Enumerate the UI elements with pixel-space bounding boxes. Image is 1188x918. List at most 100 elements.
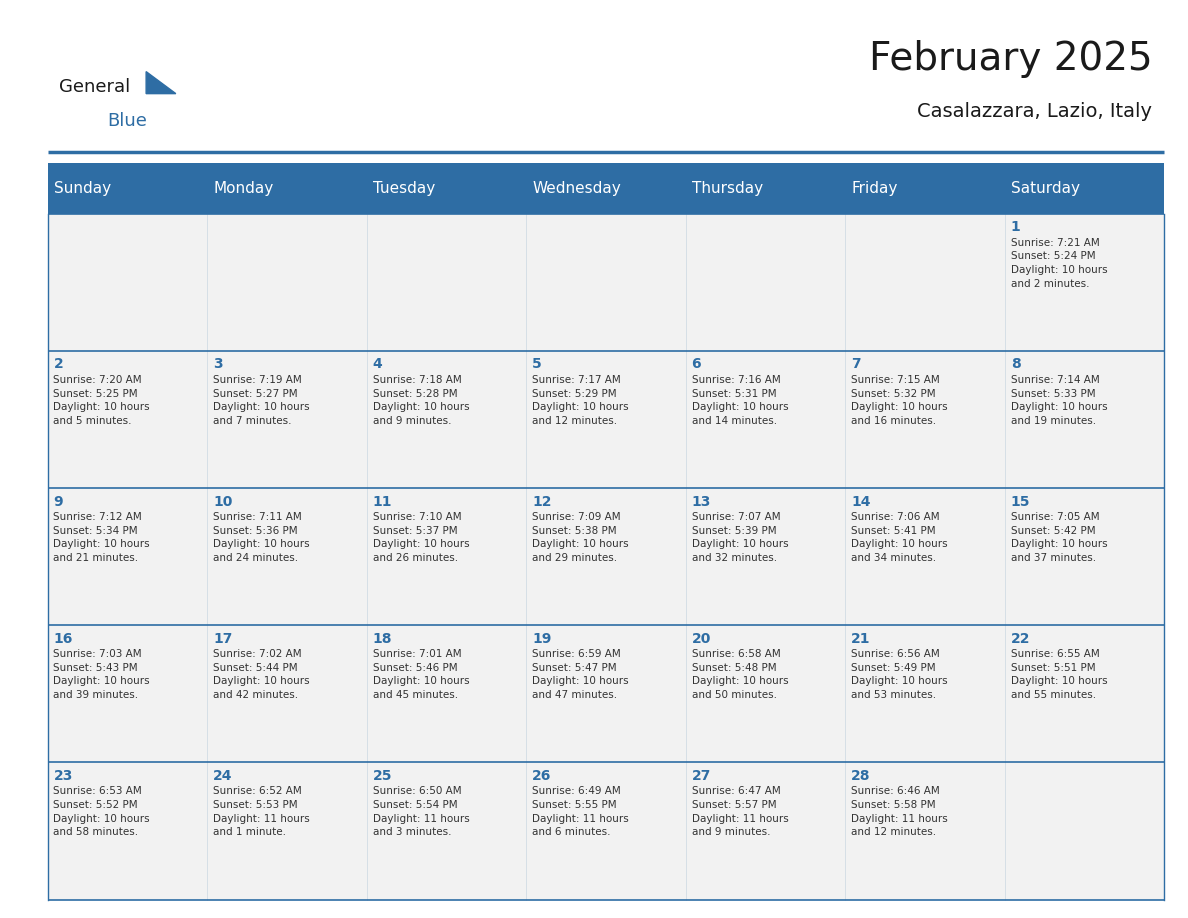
Text: Sunrise: 7:09 AM
Sunset: 5:38 PM
Daylight: 10 hours
and 29 minutes.: Sunrise: 7:09 AM Sunset: 5:38 PM Dayligh… bbox=[532, 512, 628, 563]
Bar bbox=[207, 351, 367, 488]
Text: General: General bbox=[59, 78, 131, 96]
Bar bbox=[845, 351, 1005, 488]
Bar bbox=[526, 488, 685, 625]
Bar bbox=[685, 488, 845, 625]
Text: 18: 18 bbox=[373, 632, 392, 645]
Text: 2: 2 bbox=[53, 357, 63, 372]
Bar bbox=[685, 763, 845, 900]
Text: 4: 4 bbox=[373, 357, 383, 372]
Bar bbox=[526, 763, 685, 900]
Text: 20: 20 bbox=[691, 632, 710, 645]
Text: 26: 26 bbox=[532, 769, 551, 783]
Text: Thursday: Thursday bbox=[693, 181, 763, 196]
Text: Sunrise: 7:11 AM
Sunset: 5:36 PM
Daylight: 10 hours
and 24 minutes.: Sunrise: 7:11 AM Sunset: 5:36 PM Dayligh… bbox=[213, 512, 310, 563]
Bar bbox=[845, 763, 1005, 900]
Text: Sunrise: 6:49 AM
Sunset: 5:55 PM
Daylight: 11 hours
and 6 minutes.: Sunrise: 6:49 AM Sunset: 5:55 PM Dayligh… bbox=[532, 787, 628, 837]
Text: 10: 10 bbox=[213, 495, 233, 509]
Text: 23: 23 bbox=[53, 769, 72, 783]
Text: 8: 8 bbox=[1011, 357, 1020, 372]
Text: Sunday: Sunday bbox=[53, 181, 110, 196]
Text: 22: 22 bbox=[1011, 632, 1030, 645]
Text: 17: 17 bbox=[213, 632, 233, 645]
Bar bbox=[845, 214, 1005, 351]
Text: 6: 6 bbox=[691, 357, 701, 372]
Text: Sunrise: 7:02 AM
Sunset: 5:44 PM
Daylight: 10 hours
and 42 minutes.: Sunrise: 7:02 AM Sunset: 5:44 PM Dayligh… bbox=[213, 649, 310, 700]
Bar bbox=[367, 488, 526, 625]
Bar bbox=[48, 488, 207, 625]
Text: Sunrise: 6:50 AM
Sunset: 5:54 PM
Daylight: 11 hours
and 3 minutes.: Sunrise: 6:50 AM Sunset: 5:54 PM Dayligh… bbox=[373, 787, 469, 837]
Text: 25: 25 bbox=[373, 769, 392, 783]
Bar bbox=[367, 763, 526, 900]
Text: Sunrise: 7:05 AM
Sunset: 5:42 PM
Daylight: 10 hours
and 37 minutes.: Sunrise: 7:05 AM Sunset: 5:42 PM Dayligh… bbox=[1011, 512, 1107, 563]
Text: Tuesday: Tuesday bbox=[373, 181, 435, 196]
Bar bbox=[845, 488, 1005, 625]
Text: 28: 28 bbox=[851, 769, 871, 783]
Text: 12: 12 bbox=[532, 495, 551, 509]
Text: Sunrise: 7:15 AM
Sunset: 5:32 PM
Daylight: 10 hours
and 16 minutes.: Sunrise: 7:15 AM Sunset: 5:32 PM Dayligh… bbox=[851, 375, 948, 426]
Text: Sunrise: 7:07 AM
Sunset: 5:39 PM
Daylight: 10 hours
and 32 minutes.: Sunrise: 7:07 AM Sunset: 5:39 PM Dayligh… bbox=[691, 512, 788, 563]
Polygon shape bbox=[146, 72, 176, 94]
Text: Sunrise: 7:01 AM
Sunset: 5:46 PM
Daylight: 10 hours
and 45 minutes.: Sunrise: 7:01 AM Sunset: 5:46 PM Dayligh… bbox=[373, 649, 469, 700]
Text: Sunrise: 7:14 AM
Sunset: 5:33 PM
Daylight: 10 hours
and 19 minutes.: Sunrise: 7:14 AM Sunset: 5:33 PM Dayligh… bbox=[1011, 375, 1107, 426]
Text: February 2025: February 2025 bbox=[868, 40, 1152, 78]
Text: Sunrise: 7:18 AM
Sunset: 5:28 PM
Daylight: 10 hours
and 9 minutes.: Sunrise: 7:18 AM Sunset: 5:28 PM Dayligh… bbox=[373, 375, 469, 426]
Bar bbox=[1005, 625, 1164, 763]
Text: Sunrise: 7:19 AM
Sunset: 5:27 PM
Daylight: 10 hours
and 7 minutes.: Sunrise: 7:19 AM Sunset: 5:27 PM Dayligh… bbox=[213, 375, 310, 426]
Bar bbox=[207, 214, 367, 351]
Text: Sunrise: 6:53 AM
Sunset: 5:52 PM
Daylight: 10 hours
and 58 minutes.: Sunrise: 6:53 AM Sunset: 5:52 PM Dayligh… bbox=[53, 787, 150, 837]
Bar bbox=[207, 625, 367, 763]
Bar bbox=[48, 214, 207, 351]
Bar bbox=[1005, 214, 1164, 351]
Text: Sunrise: 6:46 AM
Sunset: 5:58 PM
Daylight: 11 hours
and 12 minutes.: Sunrise: 6:46 AM Sunset: 5:58 PM Dayligh… bbox=[851, 787, 948, 837]
Text: Sunrise: 7:10 AM
Sunset: 5:37 PM
Daylight: 10 hours
and 26 minutes.: Sunrise: 7:10 AM Sunset: 5:37 PM Dayligh… bbox=[373, 512, 469, 563]
Bar bbox=[685, 214, 845, 351]
Text: Sunrise: 7:12 AM
Sunset: 5:34 PM
Daylight: 10 hours
and 21 minutes.: Sunrise: 7:12 AM Sunset: 5:34 PM Dayligh… bbox=[53, 512, 150, 563]
Bar bbox=[526, 625, 685, 763]
Bar bbox=[845, 625, 1005, 763]
Bar bbox=[207, 488, 367, 625]
Text: Sunrise: 7:06 AM
Sunset: 5:41 PM
Daylight: 10 hours
and 34 minutes.: Sunrise: 7:06 AM Sunset: 5:41 PM Dayligh… bbox=[851, 512, 948, 563]
Bar bbox=[367, 214, 526, 351]
Bar bbox=[48, 351, 207, 488]
Text: 21: 21 bbox=[851, 632, 871, 645]
Text: Sunrise: 6:55 AM
Sunset: 5:51 PM
Daylight: 10 hours
and 55 minutes.: Sunrise: 6:55 AM Sunset: 5:51 PM Dayligh… bbox=[1011, 649, 1107, 700]
Text: Sunrise: 6:47 AM
Sunset: 5:57 PM
Daylight: 11 hours
and 9 minutes.: Sunrise: 6:47 AM Sunset: 5:57 PM Dayligh… bbox=[691, 787, 789, 837]
Bar bbox=[48, 763, 207, 900]
Bar bbox=[1005, 488, 1164, 625]
Bar bbox=[207, 763, 367, 900]
Bar bbox=[48, 163, 1164, 214]
Text: 3: 3 bbox=[213, 357, 222, 372]
Text: Sunrise: 7:21 AM
Sunset: 5:24 PM
Daylight: 10 hours
and 2 minutes.: Sunrise: 7:21 AM Sunset: 5:24 PM Dayligh… bbox=[1011, 238, 1107, 288]
Bar bbox=[1005, 763, 1164, 900]
Text: Sunrise: 6:58 AM
Sunset: 5:48 PM
Daylight: 10 hours
and 50 minutes.: Sunrise: 6:58 AM Sunset: 5:48 PM Dayligh… bbox=[691, 649, 788, 700]
Bar bbox=[1005, 351, 1164, 488]
Text: 27: 27 bbox=[691, 769, 710, 783]
Text: 14: 14 bbox=[851, 495, 871, 509]
Text: 15: 15 bbox=[1011, 495, 1030, 509]
Text: Sunrise: 7:20 AM
Sunset: 5:25 PM
Daylight: 10 hours
and 5 minutes.: Sunrise: 7:20 AM Sunset: 5:25 PM Dayligh… bbox=[53, 375, 150, 426]
Bar bbox=[48, 625, 207, 763]
Text: Blue: Blue bbox=[107, 112, 147, 130]
Text: Wednesday: Wednesday bbox=[532, 181, 621, 196]
Text: 7: 7 bbox=[851, 357, 861, 372]
Text: Sunrise: 6:56 AM
Sunset: 5:49 PM
Daylight: 10 hours
and 53 minutes.: Sunrise: 6:56 AM Sunset: 5:49 PM Dayligh… bbox=[851, 649, 948, 700]
Bar bbox=[685, 625, 845, 763]
Text: 16: 16 bbox=[53, 632, 72, 645]
Text: Saturday: Saturday bbox=[1011, 181, 1080, 196]
Bar bbox=[367, 625, 526, 763]
Text: Sunrise: 6:52 AM
Sunset: 5:53 PM
Daylight: 11 hours
and 1 minute.: Sunrise: 6:52 AM Sunset: 5:53 PM Dayligh… bbox=[213, 787, 310, 837]
Text: 5: 5 bbox=[532, 357, 542, 372]
Bar bbox=[526, 351, 685, 488]
Text: Sunrise: 6:59 AM
Sunset: 5:47 PM
Daylight: 10 hours
and 47 minutes.: Sunrise: 6:59 AM Sunset: 5:47 PM Dayligh… bbox=[532, 649, 628, 700]
Bar bbox=[526, 214, 685, 351]
Text: 11: 11 bbox=[373, 495, 392, 509]
Text: Monday: Monday bbox=[214, 181, 273, 196]
Text: 19: 19 bbox=[532, 632, 551, 645]
Text: Sunrise: 7:03 AM
Sunset: 5:43 PM
Daylight: 10 hours
and 39 minutes.: Sunrise: 7:03 AM Sunset: 5:43 PM Dayligh… bbox=[53, 649, 150, 700]
Text: Sunrise: 7:17 AM
Sunset: 5:29 PM
Daylight: 10 hours
and 12 minutes.: Sunrise: 7:17 AM Sunset: 5:29 PM Dayligh… bbox=[532, 375, 628, 426]
Text: 24: 24 bbox=[213, 769, 233, 783]
Bar bbox=[367, 351, 526, 488]
Text: 1: 1 bbox=[1011, 220, 1020, 234]
Bar bbox=[685, 351, 845, 488]
Text: 9: 9 bbox=[53, 495, 63, 509]
